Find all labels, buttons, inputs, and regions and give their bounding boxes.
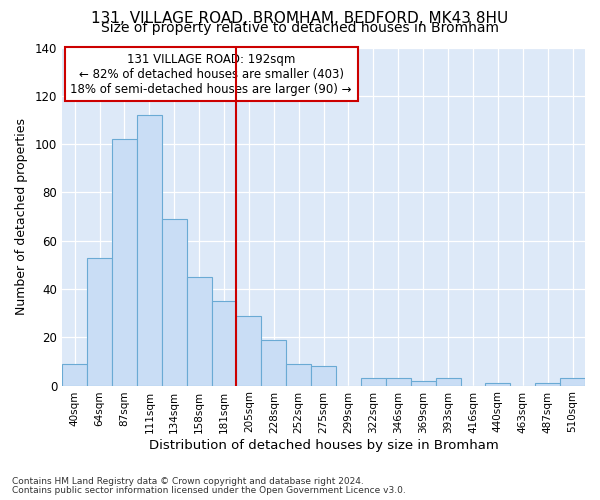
- Bar: [560, 378, 585, 386]
- Bar: [361, 378, 386, 386]
- Text: 131, VILLAGE ROAD, BROMHAM, BEDFORD, MK43 8HU: 131, VILLAGE ROAD, BROMHAM, BEDFORD, MK4…: [91, 11, 509, 26]
- Text: Contains HM Land Registry data © Crown copyright and database right 2024.: Contains HM Land Registry data © Crown c…: [12, 477, 364, 486]
- Bar: [311, 366, 336, 386]
- Bar: [535, 383, 560, 386]
- Bar: [112, 140, 137, 386]
- Bar: [137, 115, 162, 386]
- Text: Contains public sector information licensed under the Open Government Licence v3: Contains public sector information licen…: [12, 486, 406, 495]
- Bar: [286, 364, 311, 386]
- Y-axis label: Number of detached properties: Number of detached properties: [15, 118, 28, 315]
- Bar: [436, 378, 461, 386]
- Bar: [485, 383, 511, 386]
- Bar: [411, 380, 436, 386]
- Bar: [162, 219, 187, 386]
- Bar: [62, 364, 87, 386]
- Bar: [187, 277, 212, 386]
- Bar: [212, 301, 236, 386]
- Bar: [386, 378, 411, 386]
- Text: 131 VILLAGE ROAD: 192sqm
← 82% of detached houses are smaller (403)
18% of semi-: 131 VILLAGE ROAD: 192sqm ← 82% of detach…: [70, 52, 352, 96]
- X-axis label: Distribution of detached houses by size in Bromham: Distribution of detached houses by size …: [149, 440, 499, 452]
- Text: Size of property relative to detached houses in Bromham: Size of property relative to detached ho…: [101, 21, 499, 35]
- Bar: [262, 340, 286, 386]
- Bar: [87, 258, 112, 386]
- Bar: [236, 316, 262, 386]
